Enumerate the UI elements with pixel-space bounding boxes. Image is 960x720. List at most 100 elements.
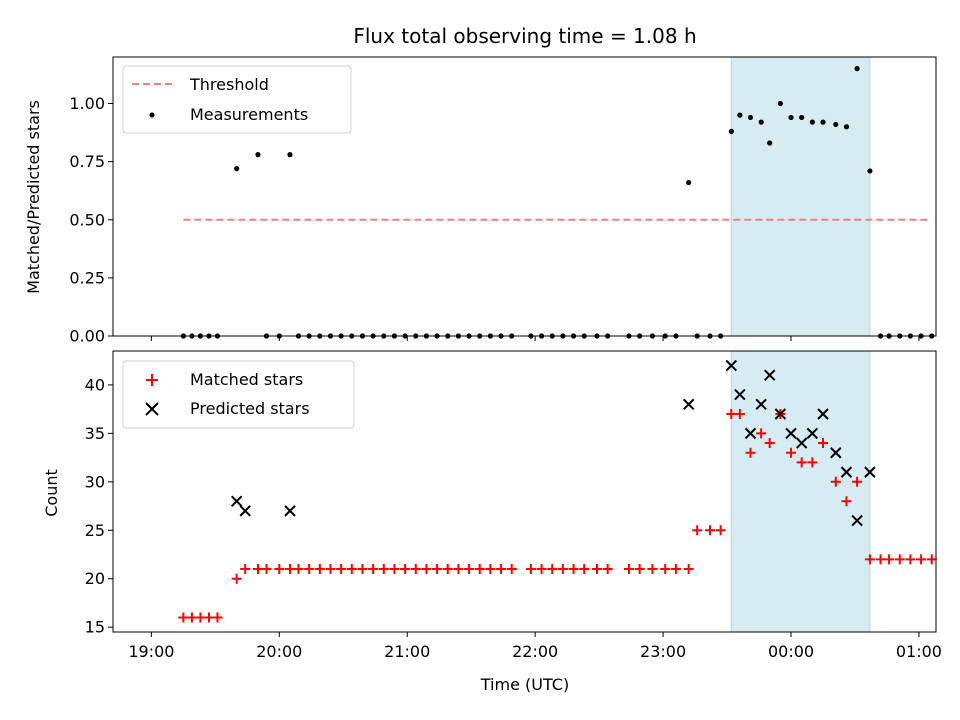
- matched-star-point: [756, 428, 767, 439]
- x-tick-label: 22:00: [512, 642, 558, 661]
- matched-star-point: [557, 564, 568, 575]
- bottom-y-tick-label: 20: [85, 569, 105, 588]
- matched-star-point: [894, 554, 905, 565]
- matched-star-point: [314, 564, 325, 575]
- legend-matched-swatch: [146, 374, 158, 386]
- matched-star-point: [807, 457, 818, 468]
- x-tick-label: 00:00: [768, 642, 814, 661]
- legend-threshold-label: Threshold: [189, 75, 269, 94]
- matched-star-point: [485, 564, 496, 575]
- matched-star-point: [536, 564, 547, 575]
- predicted-star-point: [230, 495, 243, 507]
- predicted-star-point: [763, 369, 776, 381]
- matched-star-point: [212, 612, 223, 623]
- matched-star-point: [734, 408, 745, 419]
- top-legend: Threshold Measurements: [122, 65, 352, 134]
- matched-star-point: [368, 564, 379, 575]
- legend-measurements-swatch: [149, 112, 155, 118]
- legend-predicted-swatch: [145, 402, 159, 416]
- matched-star-point: [623, 564, 634, 575]
- top-y-tick-label: 0.25: [69, 268, 105, 287]
- matched-star-point: [841, 496, 852, 507]
- bottom-y-tick-label: 40: [85, 375, 105, 394]
- top-panel: 0.00 0.25 0.50 0.75 1.00 Matched/Predicted s…: [24, 56, 937, 346]
- matched-star-point: [389, 564, 400, 575]
- legend-matched-label: Matched stars: [190, 370, 303, 389]
- measurement-point: [820, 119, 826, 125]
- predicted-star-point: [725, 359, 738, 372]
- predicted-star-point: [806, 427, 819, 440]
- chart-title: Flux total observing time = 1.08 h: [353, 24, 696, 48]
- bottom-panel: 15 20 25 30 35 40 19:00 20:00 21:00 22:00 23:00 00…: [42, 350, 942, 694]
- bottom-legend: Matched stars Predicted stars: [122, 360, 355, 429]
- matched-star-point: [195, 612, 206, 623]
- matched-star-point: [231, 573, 242, 584]
- predicted-star-point: [284, 505, 296, 517]
- matched-star-point: [634, 564, 645, 575]
- x-axis-label: Time (UTC): [480, 675, 569, 694]
- top-legend-frame: [122, 65, 352, 134]
- matched-star-point: [293, 564, 304, 575]
- measurement-point: [767, 140, 773, 146]
- matched-star-point: [400, 564, 411, 575]
- measurement-point: [747, 114, 754, 121]
- matched-star-point: [830, 476, 841, 487]
- bottom-plot-frame: [112, 350, 937, 633]
- predicted-star-point: [795, 437, 808, 449]
- matched-star-point: [796, 457, 807, 468]
- matched-star-point: [432, 564, 443, 575]
- matched-star-point: [304, 564, 315, 575]
- matched-star-point: [421, 564, 432, 575]
- measurement-point: [809, 119, 815, 125]
- top-plot-frame: [112, 56, 937, 337]
- matched-star-point: [926, 554, 937, 565]
- matched-star-point: [884, 554, 895, 565]
- matched-star-point: [852, 476, 863, 487]
- matched-star-point: [817, 438, 828, 449]
- measurement-point: [686, 179, 692, 186]
- predicted-star-point: [734, 388, 746, 401]
- predicted-star-point: [774, 408, 787, 420]
- predicted-star-point: [864, 466, 876, 478]
- matched-star-point: [579, 564, 590, 575]
- measurement-point: [728, 128, 734, 134]
- matched-star-point: [764, 438, 775, 449]
- matched-star-point: [916, 554, 927, 565]
- x-tick-label: 23:00: [640, 642, 686, 661]
- x-tick-label: 21:00: [384, 642, 430, 661]
- top-y-tick-label: 1.00: [69, 94, 105, 113]
- top-y-tick-label: 0.75: [69, 152, 105, 171]
- matched-star-point: [726, 408, 737, 419]
- bottom-legend-frame: [122, 360, 355, 429]
- x-tick-label: 01:00: [896, 642, 942, 661]
- measurement-point: [843, 124, 850, 130]
- measurement-point: [833, 121, 839, 128]
- matched-star-point: [325, 564, 336, 575]
- predicted-star-point: [682, 398, 695, 411]
- matched-star-point: [905, 554, 916, 565]
- x-tick-label: 19:00: [128, 642, 174, 661]
- bottom-y-tick-label: 35: [85, 424, 105, 443]
- bottom-y-tick-label: 25: [85, 521, 105, 540]
- matched-star-point: [284, 564, 295, 575]
- matched-star-point: [692, 525, 703, 536]
- matched-star-point: [670, 564, 681, 575]
- matched-star-point: [203, 612, 214, 623]
- matched-star-point: [240, 564, 251, 575]
- matched-star-point: [178, 612, 189, 623]
- bottom-y-tick-label: 30: [85, 472, 105, 491]
- predicted-star-point: [840, 466, 853, 478]
- measurement-point: [777, 100, 783, 107]
- matched-star-point: [660, 564, 671, 575]
- matched-star-point: [547, 564, 558, 575]
- matched-star-point: [506, 564, 517, 575]
- predicted-star-point: [830, 447, 842, 459]
- measurement-point: [255, 152, 261, 158]
- matched-star-point: [683, 564, 694, 575]
- matched-star-point: [568, 564, 579, 575]
- top-y-tick-label: 0.50: [69, 210, 105, 229]
- matched-star-point: [602, 564, 613, 575]
- predicted-star-point: [755, 398, 767, 411]
- matched-star-point: [346, 564, 357, 575]
